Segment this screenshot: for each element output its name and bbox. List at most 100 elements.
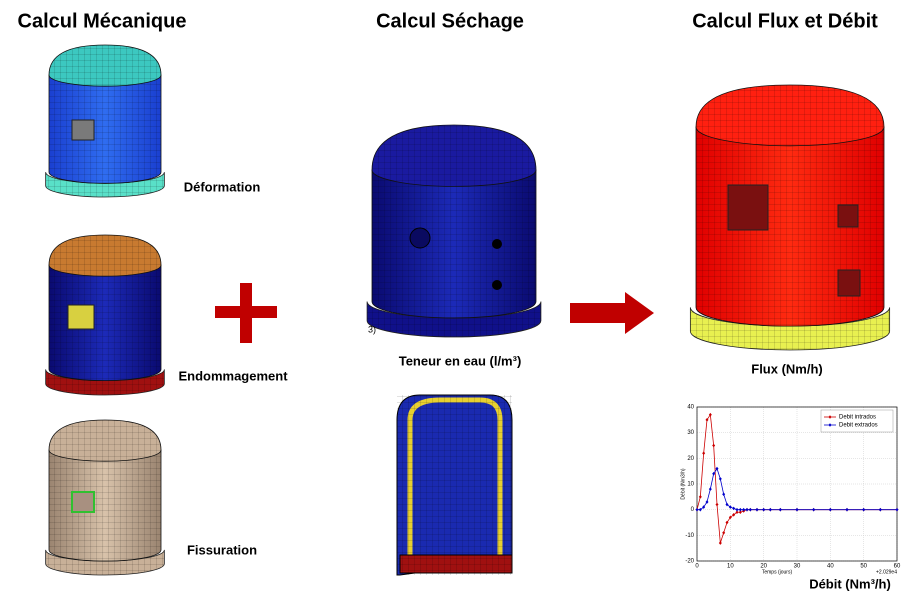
point bbox=[702, 451, 706, 455]
model-mesh bbox=[49, 265, 161, 381]
point bbox=[718, 541, 722, 545]
point bbox=[712, 443, 716, 448]
opening bbox=[409, 227, 431, 249]
legend-marker bbox=[828, 415, 832, 419]
point bbox=[735, 507, 739, 512]
y-tick-label: 0 bbox=[691, 507, 695, 513]
point bbox=[722, 492, 726, 497]
y-tick-label: 30 bbox=[687, 430, 694, 436]
arrow bbox=[570, 292, 654, 334]
point bbox=[745, 507, 749, 512]
legend-label: Debit extrados bbox=[839, 423, 878, 429]
point bbox=[728, 515, 732, 520]
model-mesh bbox=[372, 170, 536, 318]
opening bbox=[71, 491, 95, 513]
y-tick-label: 10 bbox=[687, 482, 694, 488]
plus-symbol bbox=[240, 283, 252, 343]
point bbox=[828, 507, 832, 512]
model-mesh bbox=[397, 395, 512, 575]
legend-box bbox=[820, 409, 894, 433]
result-label: Débit (Nm³/h) bbox=[809, 576, 891, 591]
legend-marker bbox=[828, 423, 832, 427]
point bbox=[728, 505, 732, 509]
point bbox=[698, 507, 702, 512]
offset-text: +2.029e4 bbox=[876, 569, 897, 575]
x-tick-label: 40 bbox=[827, 564, 834, 570]
point bbox=[778, 507, 782, 512]
y-tick-label: 20 bbox=[687, 456, 694, 462]
point bbox=[722, 530, 726, 535]
result-label: Déformation bbox=[184, 179, 261, 194]
series-line bbox=[697, 467, 897, 511]
x-tick-label: 60 bbox=[894, 564, 901, 570]
model-mesh bbox=[49, 45, 161, 87]
model-mesh bbox=[690, 307, 890, 350]
point bbox=[845, 507, 849, 512]
model-mesh bbox=[372, 125, 536, 187]
point bbox=[862, 507, 866, 512]
point bbox=[708, 487, 712, 491]
point bbox=[708, 412, 712, 417]
x-tick-label: 30 bbox=[794, 564, 801, 570]
point bbox=[715, 466, 719, 471]
point bbox=[795, 507, 799, 512]
opening bbox=[727, 184, 769, 231]
point bbox=[738, 507, 742, 512]
point bbox=[895, 507, 899, 512]
opening bbox=[492, 239, 502, 249]
column-title: Calcul Séchage bbox=[376, 10, 524, 32]
opening bbox=[492, 280, 502, 290]
point bbox=[725, 502, 729, 507]
result-label: Endommagement bbox=[178, 368, 288, 383]
point bbox=[718, 477, 722, 481]
point bbox=[742, 507, 746, 512]
x-axis-label: Temps (jours) bbox=[762, 569, 793, 575]
point bbox=[762, 507, 766, 512]
x-tick-label: 50 bbox=[860, 564, 867, 570]
point bbox=[715, 502, 719, 507]
point bbox=[878, 507, 882, 512]
point bbox=[768, 507, 772, 512]
model-mesh bbox=[367, 301, 541, 337]
result-label: Flux (Nm/h) bbox=[751, 361, 823, 376]
x-tick-label: 20 bbox=[760, 564, 767, 570]
x-tick-label: 0 bbox=[695, 564, 699, 570]
model-mesh bbox=[696, 127, 884, 327]
point bbox=[702, 505, 706, 509]
model-mesh bbox=[45, 549, 165, 575]
clipped-text: 3) bbox=[368, 324, 376, 334]
x-tick-label: 10 bbox=[727, 564, 734, 570]
point bbox=[755, 507, 759, 512]
column-title: Calcul Mécanique bbox=[18, 10, 187, 32]
model-mesh bbox=[45, 172, 165, 197]
plot-frame bbox=[696, 406, 898, 562]
model-mesh bbox=[45, 369, 165, 395]
opening bbox=[837, 269, 861, 297]
point bbox=[748, 507, 752, 512]
point bbox=[732, 506, 736, 511]
opening bbox=[837, 204, 859, 228]
model-mesh bbox=[49, 420, 161, 462]
chart: -20 -10 0 10 20 30 40 0 10 20 30 40 50 60 Temps (jours… bbox=[680, 405, 901, 576]
model-mesh bbox=[696, 85, 884, 146]
point bbox=[705, 418, 709, 422]
point bbox=[735, 510, 739, 515]
point bbox=[712, 471, 716, 476]
y-tick-label: -20 bbox=[685, 559, 694, 565]
y-tick-label: 40 bbox=[687, 405, 694, 411]
y-axis-label: Débit (Nm3/h) bbox=[680, 468, 686, 499]
opening bbox=[67, 304, 95, 330]
model-mesh bbox=[49, 450, 161, 562]
result-label: Fissuration bbox=[187, 542, 257, 557]
model-mesh bbox=[49, 75, 161, 184]
point bbox=[705, 500, 709, 504]
column-title: Calcul Flux et Débit bbox=[692, 10, 878, 32]
point bbox=[738, 510, 742, 515]
point bbox=[812, 507, 816, 512]
point bbox=[695, 507, 699, 512]
model-mesh bbox=[49, 235, 161, 277]
point bbox=[698, 495, 702, 499]
opening bbox=[71, 119, 95, 141]
illustrations bbox=[45, 44, 891, 576]
